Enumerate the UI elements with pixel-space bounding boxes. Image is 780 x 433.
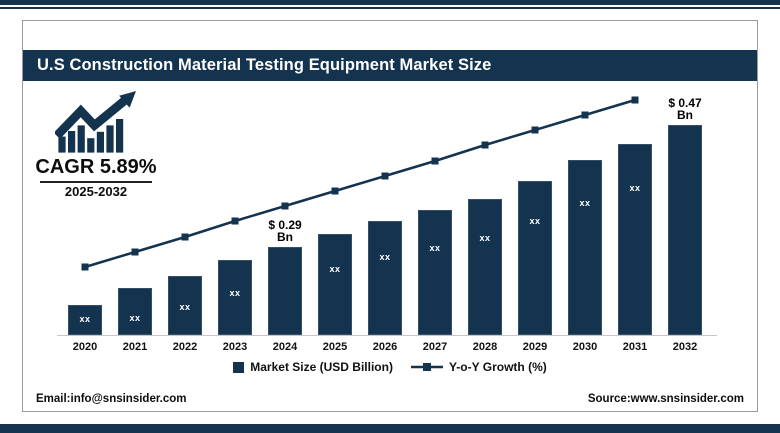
bar-2023: xx — [218, 260, 252, 335]
line-marker — [81, 263, 89, 271]
bar-annotation-2024: $ 0.29 Bn — [245, 218, 325, 244]
x-axis-label-2022: 2022 — [172, 341, 198, 353]
cagr-value: CAGR 5.89% — [35, 156, 157, 178]
bottom-brand-bar — [0, 424, 780, 433]
line-marker — [381, 172, 389, 180]
bar-2026: xx — [368, 221, 402, 335]
growth-chart-icon — [55, 91, 136, 153]
line-marker — [281, 202, 289, 210]
bar-2027: xx — [418, 210, 452, 335]
line-marker — [131, 248, 139, 256]
footer-source: Source:www.snsinsider.com — [587, 393, 744, 405]
page-title: U.S Construction Material Testing Equipm… — [37, 56, 492, 74]
x-axis-label-2028: 2028 — [472, 341, 498, 353]
bar-2032 — [668, 125, 702, 335]
legend-item-market-size: Market Size (USD Billion) — [233, 360, 393, 374]
bar-2028: xx — [468, 199, 502, 335]
bar-value-label: xx — [229, 287, 241, 298]
x-axis-label-2023: 2023 — [222, 341, 248, 353]
bar-2021: xx — [118, 288, 152, 335]
bar-value-label: xx — [529, 216, 541, 227]
bar-2022: xx — [168, 276, 202, 335]
bar-2025: xx — [318, 234, 352, 335]
cagr-underline — [40, 181, 152, 183]
line-marker — [481, 141, 489, 149]
legend-item-yoy-growth: Y-o-Y Growth (%) — [410, 360, 547, 374]
chart-plot: xx 2020 xx 2021 xx 2022 xx 2023 2024 xx 2025 xx 2026… — [23, 21, 757, 411]
bar-value-label: xx — [329, 264, 341, 275]
bar-value-label: xx — [79, 314, 91, 324]
x-axis-label-2032: 2032 — [672, 341, 698, 353]
bar-value-label: xx — [629, 183, 641, 194]
top-brand-bar — [0, 0, 780, 5]
line-marker — [231, 217, 239, 225]
bar-value-label: xx — [379, 252, 391, 263]
annotation-unit: Bn — [677, 107, 693, 122]
legend-label-yoy-growth: Y-o-Y Growth (%) — [448, 360, 547, 374]
line-marker — [431, 157, 439, 165]
line-marker — [331, 187, 339, 195]
cagr-period: 2025-2032 — [64, 183, 128, 199]
x-axis-label-2031: 2031 — [622, 341, 648, 353]
content-box: U.S Construction Material Testing Equipm… — [22, 20, 758, 412]
x-axis-label-2029: 2029 — [522, 341, 548, 353]
line-marker — [531, 126, 539, 134]
bar-value-label: xx — [579, 197, 591, 208]
chart-legend: Market Size (USD Billion) Y-o-Y Growth (… — [23, 359, 757, 375]
bar-2020: xx — [68, 305, 102, 335]
x-axis-baseline — [57, 335, 717, 336]
bar-2029: xx — [518, 181, 552, 335]
x-axis-label-2026: 2026 — [372, 341, 398, 353]
x-axis-label-2020: 2020 — [72, 341, 98, 353]
line-marker — [581, 111, 589, 119]
line-marker — [631, 96, 639, 104]
annotation-value: $ 0.29 — [268, 218, 302, 232]
bar-2030: xx — [568, 160, 602, 335]
footer-email: Email:info@snsinsider.com — [36, 393, 187, 405]
bar-annotation-2032: $ 0.47 Bn — [645, 96, 725, 122]
bar-value-label: xx — [429, 242, 441, 253]
x-axis-label-2021: 2021 — [122, 341, 148, 353]
bar-swatch-icon — [233, 361, 245, 373]
bar-2031: xx — [618, 144, 652, 335]
legend-label-market-size: Market Size (USD Billion) — [250, 360, 393, 374]
yoy-growth-line — [81, 96, 639, 271]
x-axis-label-2027: 2027 — [422, 341, 448, 353]
annotation-value: $ 0.47 — [668, 96, 702, 110]
x-axis-label-2030: 2030 — [572, 341, 598, 353]
line-marker-icon — [410, 363, 443, 371]
x-axis-label-2025: 2025 — [322, 341, 348, 353]
line-marker — [181, 233, 189, 241]
cagr-block: CAGR 5.89% 2025-2032 — [25, 91, 167, 199]
bar-value-label: xx — [129, 312, 141, 323]
annotation-unit: Bn — [277, 229, 293, 244]
bar-2024 — [268, 247, 302, 335]
top-accent-line — [0, 6, 780, 9]
bar-value-label: xx — [179, 301, 191, 312]
title-bar: U.S Construction Material Testing Equipm… — [23, 50, 757, 81]
bar-value-label: xx — [479, 232, 491, 243]
x-axis-label-2024: 2024 — [272, 341, 298, 353]
